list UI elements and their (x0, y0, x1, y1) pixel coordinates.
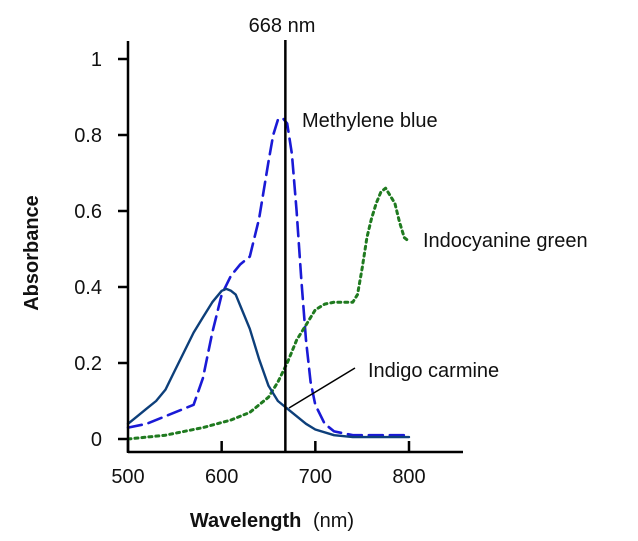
indigo-carmine-leader-line (288, 367, 356, 409)
y-axis-title: Absorbance (21, 195, 43, 311)
x-tick-label: 600 (205, 466, 238, 488)
labels-layer: 0 0.2 0.4 0.6 0.8 1 500 600 700 800 (74, 49, 426, 488)
x-tick-label: 700 (299, 466, 332, 488)
y-tick-label: 0 (91, 429, 102, 451)
x-axis-title-unit: (nm) (313, 510, 354, 532)
y-tick-label: 0.2 (74, 353, 102, 375)
series-line-indigo-carmine (126, 287, 411, 439)
y-tick-label: 0.6 (74, 201, 102, 223)
series-label-methylene-blue: Methylene blue (302, 110, 438, 132)
y-tick-label: 1 (91, 49, 102, 71)
x-axis-title-main: Wavelength (190, 510, 302, 532)
y-tick-label: 0.8 (74, 125, 102, 147)
x-tick-label: 800 (392, 466, 425, 488)
series-label-indocyanine-green: Indocyanine green (423, 230, 588, 252)
reference-line-label: 668 nm (249, 15, 316, 37)
series-layer (126, 116, 411, 441)
series-line-indocyanine-green (126, 186, 411, 441)
x-tick-label: 500 (111, 466, 144, 488)
x-axis-title: Wavelength (nm) (190, 510, 354, 532)
y-tick-label: 0.4 (74, 277, 102, 299)
series-line-methylene-blue (126, 116, 411, 437)
axes-layer (118, 40, 463, 454)
series-label-indigo-carmine: Indigo carmine (368, 360, 499, 382)
